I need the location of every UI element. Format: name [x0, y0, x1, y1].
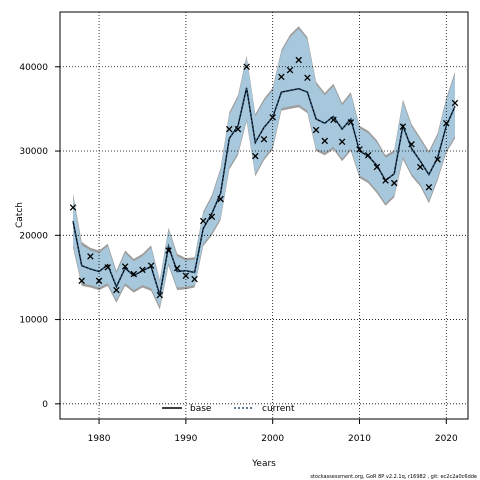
- legend-label-base: base: [190, 404, 212, 414]
- plot-frame: [59, 11, 469, 420]
- observed-point: [165, 247, 172, 254]
- observed-point: [104, 264, 112, 271]
- observed-point: [69, 204, 77, 211]
- observed-point: [147, 262, 155, 269]
- observed-point: [87, 253, 94, 260]
- observed-point: [425, 184, 433, 191]
- x-axis-title: Years: [251, 459, 276, 469]
- observed-point: [304, 74, 311, 81]
- observed-point: [113, 286, 120, 294]
- observed-point: [182, 272, 190, 280]
- observed-point: [295, 56, 302, 64]
- legend: base current: [162, 404, 295, 414]
- observed-point: [95, 277, 103, 285]
- observed-point: [382, 177, 389, 184]
- y-tick-label: 40000: [19, 63, 48, 73]
- confidence-bands: [73, 26, 455, 310]
- x-axis: 1980 1990 2000 2010 2020: [88, 419, 458, 444]
- y-tick-label: 30000: [19, 147, 48, 157]
- observed-point: [338, 138, 346, 146]
- gridlines: [60, 12, 468, 419]
- observed-point: [260, 135, 268, 143]
- observed-point: [416, 163, 424, 171]
- y-axis: 0 10000 20000 30000 40000: [19, 63, 60, 410]
- y-axis-title: Catch: [15, 202, 25, 228]
- observed-point: [252, 152, 259, 160]
- observed-point: [191, 275, 198, 283]
- observed-point: [78, 277, 85, 285]
- observed-point: [399, 123, 407, 130]
- band-current: [73, 28, 455, 307]
- observed-point: [234, 125, 242, 133]
- observed-point: [330, 116, 337, 124]
- observed-point: [173, 264, 181, 272]
- observed-point: [121, 263, 129, 270]
- series-lines: [72, 87, 456, 296]
- observed-point: [321, 137, 329, 145]
- observed-point: [443, 119, 450, 127]
- observed-point: [199, 217, 207, 225]
- series-line-current: [72, 87, 456, 296]
- observed-point: [226, 125, 233, 133]
- y-tick-label: 0: [42, 400, 48, 410]
- observed-points: [69, 56, 459, 299]
- footer-version-text: stockassessment.org, GoR 8P v2.2.1q, r16…: [310, 474, 477, 480]
- observed-point: [208, 213, 216, 221]
- observed-point: [130, 270, 138, 278]
- observed-point: [269, 114, 276, 121]
- observed-point: [217, 195, 224, 203]
- x-tick-label: 1980: [88, 434, 111, 444]
- observed-point: [139, 266, 146, 274]
- observed-point: [373, 163, 381, 171]
- observed-point: [356, 146, 363, 153]
- observed-point: [364, 151, 372, 159]
- x-tick-label: 2010: [348, 434, 371, 444]
- observed-point: [451, 99, 459, 107]
- observed-point: [390, 179, 398, 187]
- observed-point: [243, 63, 250, 71]
- legend-label-current: current: [262, 404, 295, 414]
- x-tick-label: 2020: [435, 434, 458, 444]
- x-tick-label: 2000: [261, 434, 284, 444]
- x-tick-label: 1990: [174, 434, 197, 444]
- y-tick-label: 10000: [19, 316, 48, 326]
- observed-point: [278, 73, 285, 81]
- y-tick-label: 20000: [19, 231, 48, 241]
- observed-point: [312, 126, 320, 134]
- observed-point: [434, 156, 441, 163]
- observed-point: [286, 66, 294, 74]
- observed-point: [408, 141, 415, 148]
- observed-point: [156, 291, 164, 299]
- observed-point: [347, 119, 355, 126]
